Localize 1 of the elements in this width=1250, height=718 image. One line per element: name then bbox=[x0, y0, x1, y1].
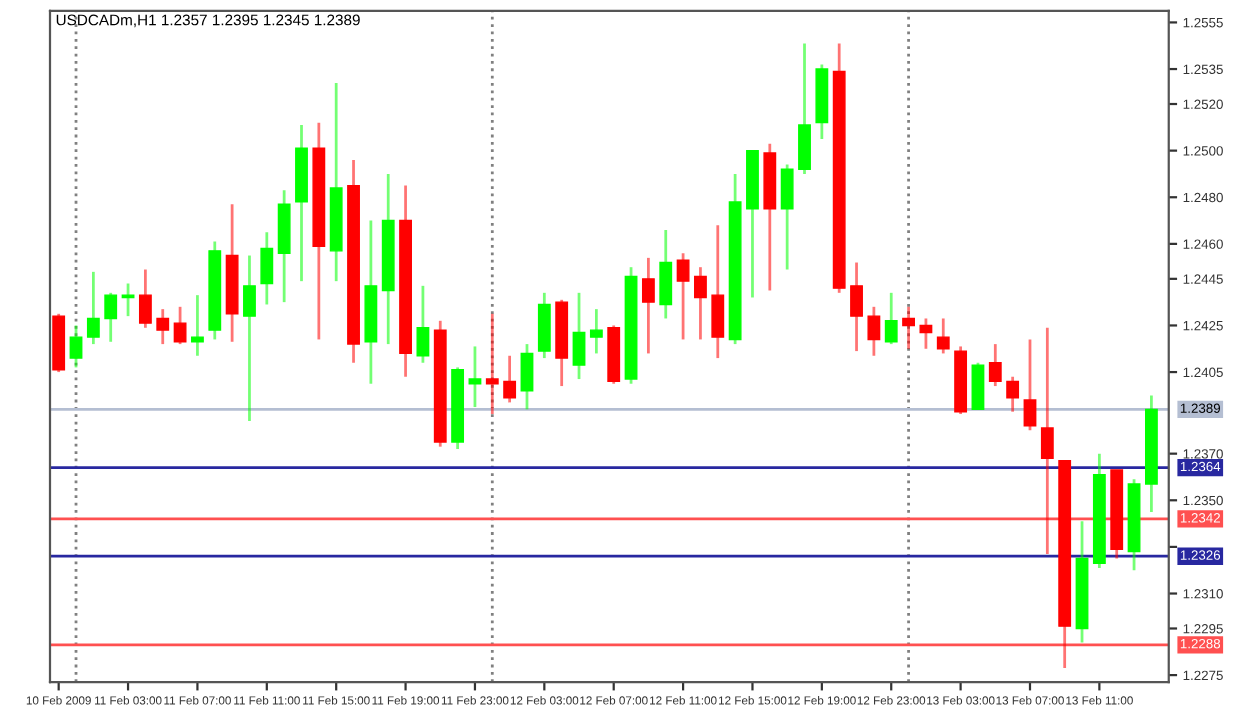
candlestick bbox=[971, 361, 985, 411]
